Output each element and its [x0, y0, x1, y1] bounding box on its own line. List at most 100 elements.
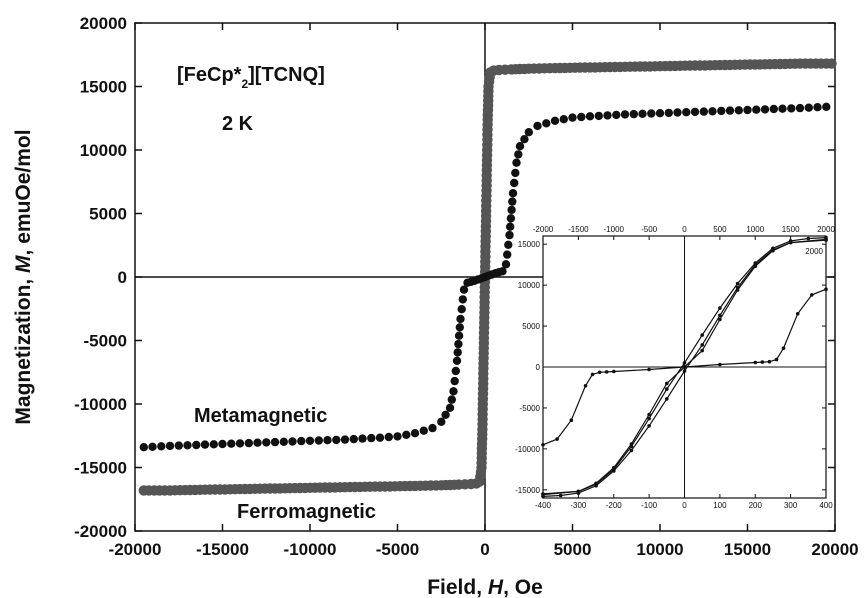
x-tick-label: 20000	[811, 540, 858, 559]
x-tick-label: 5000	[554, 540, 592, 559]
metamagnetic-point	[511, 168, 520, 178]
inset-right-tick-label: 2000	[805, 247, 823, 256]
ferromagnetic-point	[826, 58, 837, 69]
metamagnetic-point	[235, 439, 245, 448]
inset-metamagnetic-point	[541, 443, 545, 447]
metamagnetic-point	[734, 106, 743, 115]
inset-x-bottom-tick-label: -200	[606, 501, 623, 510]
y-tick-label: 10000	[80, 141, 127, 160]
inset-ferromagnetic_mid-point	[700, 348, 704, 353]
inset-axis-ticks: -400 -300 -200 -100 0 100 200 300 400-2000 -1500-…	[515, 225, 835, 510]
metamagnetic-point	[813, 103, 822, 112]
metamagnetic-point	[503, 250, 512, 259]
inset-ferromagnetic_mid-point	[753, 264, 758, 269]
inset-y-tick-label: 0	[536, 363, 541, 372]
metamagnetic-point	[419, 426, 428, 435]
metamagnetic-point	[795, 103, 805, 113]
metamagnetic-point	[297, 436, 306, 446]
metamagnetic-point	[139, 443, 148, 452]
y-axis-title-post: , emuOe/mol	[12, 129, 35, 255]
x-axis-title-post: , Oe	[503, 576, 543, 598]
metamagnetic-point	[708, 107, 717, 116]
x-tick-label: 15000	[724, 540, 771, 559]
inset-ferromagnetic_mid-point	[576, 489, 581, 494]
metamagnetic-point	[393, 432, 402, 441]
inset-ferromagnetic_mid-point	[718, 317, 722, 322]
metamagnetic-point	[183, 441, 192, 450]
metamagnetic-point	[699, 107, 708, 116]
inset-metamagnetic-point	[810, 293, 814, 297]
inset-x-top-tick-label: 2000	[817, 225, 835, 234]
metamagnetic-point	[778, 104, 787, 113]
inset-x-bottom-tick-label: 100	[713, 501, 727, 510]
ferromagnetic-label: Ferromagnetic	[237, 501, 376, 523]
metamagnetic-point	[520, 135, 529, 144]
inset-ferromagnetic_up-point	[700, 333, 704, 337]
metamagnetic-series	[139, 102, 831, 452]
inset-x-top-tick-label: -1000	[604, 225, 625, 234]
inset-ferromagnetic_mid-point	[788, 240, 793, 245]
metamagnetic-point	[603, 111, 612, 120]
inset-x-bottom-tick-label: 200	[749, 501, 763, 510]
metamagnetic-point	[305, 436, 315, 445]
metamagnetic-point	[501, 260, 511, 269]
inset-ferromagnetic_mid-point	[735, 288, 740, 292]
metamagnetic-point	[459, 285, 469, 294]
inset-x-bottom-tick-label: 300	[784, 501, 798, 510]
inset-ferromagnetic_mid-point	[647, 412, 651, 417]
metamagnetic-point	[504, 240, 513, 249]
inset-ferromagnetic_down-point	[700, 343, 704, 347]
metamagnetic-point	[655, 109, 665, 118]
inset-ferromagnetic_down-point	[629, 448, 634, 453]
inset-ferromagnetic_up-point	[665, 387, 669, 391]
metamagnetic-point	[787, 104, 796, 113]
x-axis-title-pre: Field,	[427, 576, 488, 598]
compound-label-sub: 2	[241, 77, 248, 91]
metamagnetic-point	[752, 105, 761, 114]
metamagnetic-point	[174, 441, 183, 450]
metamagnetic-point	[804, 103, 813, 112]
metamagnetic-point	[244, 438, 253, 448]
metamagnetic-point	[725, 106, 735, 115]
metamagnetic-point	[498, 267, 507, 276]
inset-x-top-tick-label: 1500	[782, 225, 800, 234]
compound-label-b: ][TCNQ]	[248, 64, 325, 86]
inset-x-bottom-tick-label: 0	[682, 501, 687, 510]
inset-x-top-tick-label: 0	[682, 225, 687, 234]
metamagnetic-point	[332, 435, 341, 445]
metamagnetic-point	[428, 423, 437, 433]
ferromagnetic-series	[138, 58, 837, 496]
metamagnetic-point	[358, 434, 367, 443]
metamagnetic-point	[620, 110, 630, 119]
metamagnetic-point	[507, 205, 516, 215]
inset-ferromagnetic_mid-point	[612, 465, 616, 470]
metamagnetic-point	[508, 197, 517, 206]
metamagnetic-point	[594, 111, 603, 121]
metamagnetic-point	[402, 430, 411, 439]
inset-ferromagnetic_mid-point	[771, 248, 775, 253]
y-tick-label: -5000	[84, 332, 127, 351]
inset-metamagnetic-point	[604, 370, 609, 374]
metamagnetic-point	[550, 116, 560, 126]
metamagnetic-point	[270, 437, 280, 447]
inset-y-tick-label: -5000	[520, 404, 541, 413]
metamagnetic-point	[638, 109, 647, 119]
inset-y-tick-label: 15000	[518, 240, 541, 249]
metamagnetic-point	[447, 395, 456, 404]
x-tick-label: -10000	[284, 540, 337, 559]
x-tick-label: 0	[480, 540, 489, 559]
main-axis-ticks: -20000 -15000 -10000 -5000 0 5000 10000 15000 20…	[74, 14, 859, 559]
metamagnetic-point	[148, 442, 157, 451]
metamagnetic-point	[769, 104, 778, 114]
inset-x-bottom-tick-label: 400	[819, 501, 833, 510]
metamagnetic-point	[743, 105, 752, 115]
y-tick-label: 15000	[80, 78, 127, 97]
metamagnetic-point	[375, 433, 385, 442]
metamagnetic-point	[367, 433, 376, 443]
metamagnetic-point	[673, 108, 682, 117]
metamagnetic-point	[262, 438, 271, 447]
inset-ferromagnetic_mid-point	[629, 442, 634, 446]
inset-ferromagnetic_up-line	[542, 237, 827, 495]
metamagnetic-point	[340, 435, 350, 444]
compound-label: [FeCp*2][TCNQ]	[177, 64, 325, 91]
